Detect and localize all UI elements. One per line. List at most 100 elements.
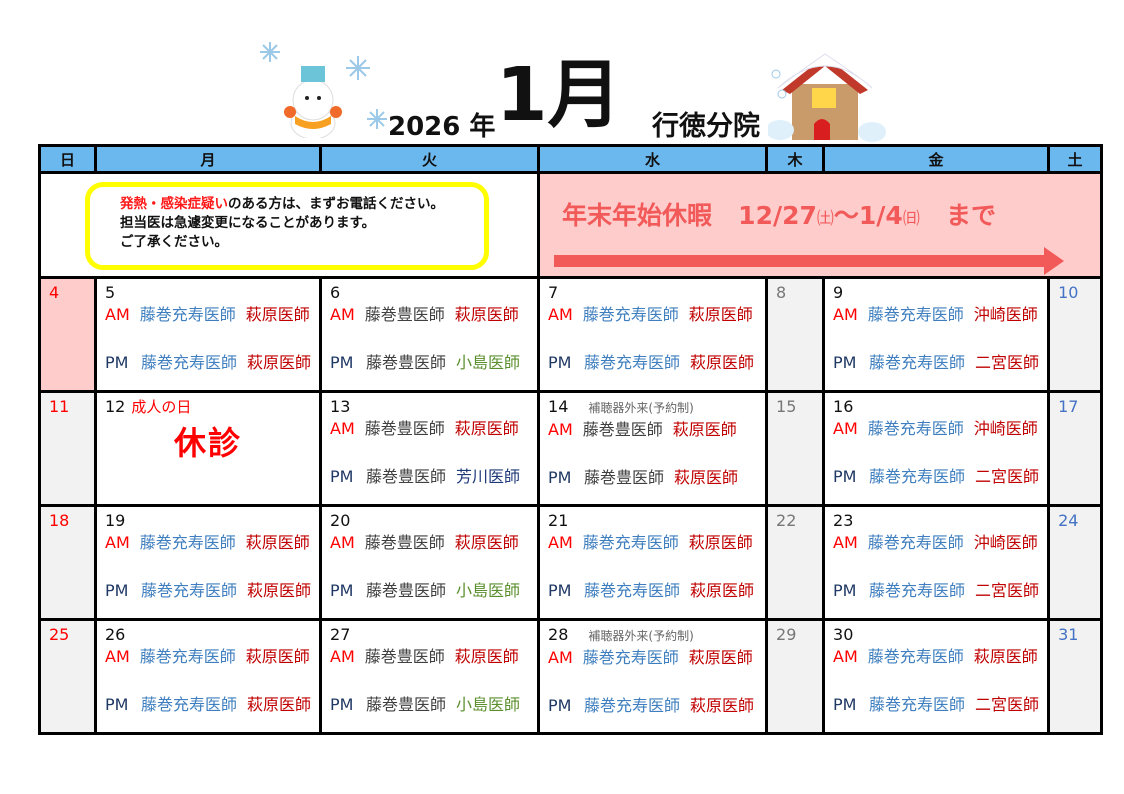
pm-label: PM	[330, 467, 354, 486]
am-label: AM	[105, 305, 130, 324]
pm-shift: PM 藤巻充寿医師 二宮医師	[833, 694, 1039, 716]
day-cell: 27 AM 藤巻豊医師 萩原医師 PM 藤巻豊医師 小島医師	[319, 618, 541, 735]
week-row: 18 19 AM 藤巻充寿医師 萩原医師 PM 藤巻充寿医師 萩原医師 20 AM 藤巻豊医師 萩原医…	[38, 504, 1104, 621]
doctor-name: 萩原医師	[454, 533, 519, 552]
day-header: 5	[105, 282, 311, 304]
day-number: 19	[105, 511, 126, 530]
doctor-name: 藤巻充寿医師	[869, 695, 966, 714]
holiday-banner-text: 年末年始休暇 12/27㈯～1/4㈰ まで	[562, 196, 996, 232]
day-number: 17	[1058, 397, 1079, 416]
pm-label: PM	[548, 468, 572, 487]
pm-shift: PM 藤巻豊医師 小島医師	[330, 580, 529, 602]
notice-line2: 担当医は急遽変更になることがあります。	[120, 215, 376, 231]
day-number: 14	[548, 397, 569, 416]
weekday-header: 金	[822, 144, 1051, 174]
day-number: 26	[105, 625, 126, 644]
notice-box: 発熱・感染症疑いのある方は、まずお電話ください。 担当医は急遽変更になることがあ…	[85, 182, 489, 270]
holiday-banner: 年末年始休暇 12/27㈯～1/4㈰ まで	[537, 171, 1104, 279]
day-number: 9	[833, 283, 844, 302]
holiday-until: まで	[945, 201, 996, 230]
arrow-right-icon	[554, 247, 1065, 275]
day-cell: 12 成人の日 休診	[93, 390, 323, 507]
pm-shift: PM 藤巻充寿医師 萩原医師	[548, 580, 757, 602]
day-header: 20	[330, 510, 529, 532]
day-header: 16	[833, 396, 1039, 418]
snowman-illustration	[260, 42, 370, 138]
day-number: 8	[776, 283, 787, 302]
day-number: 16	[833, 397, 854, 416]
day-number: 18	[49, 511, 70, 530]
am-label: AM	[548, 420, 573, 439]
holiday-name: 成人の日	[131, 398, 192, 416]
day-cell: 7 AM 藤巻充寿医師 萩原医師 PM 藤巻充寿医師 萩原医師	[537, 276, 769, 393]
am-shift: AM 藤巻充寿医師 萩原医師	[833, 646, 1038, 668]
notice-row: 発熱・感染症疑いのある方は、まずお電話ください。 担当医は急遽変更になることがあ…	[37, 171, 1104, 279]
pm-label: PM	[105, 581, 129, 600]
day-number: 21	[548, 511, 569, 530]
pm-label: PM	[548, 696, 572, 715]
day-cell: 5 AM 藤巻充寿医師 萩原医師 PM 藤巻充寿医師 萩原医師	[93, 276, 323, 393]
doctor-name: 藤巻充寿医師	[139, 305, 236, 324]
pm-label: PM	[548, 581, 572, 600]
doctor-name: 藤巻豊医師	[366, 695, 447, 714]
day-header: 6	[330, 282, 529, 304]
thursday-cell: 15	[765, 390, 826, 507]
doctor-name: 藤巻充寿医師	[867, 419, 964, 438]
doctor-name: 藤巻豊医師	[366, 581, 447, 600]
week-row: 11 12 成人の日 休診 13 AM 藤巻豊医師 萩原医師 PM 藤巻豊医師 芳川医師 14 補聴器外…	[38, 390, 1104, 507]
am-label: AM	[548, 305, 573, 324]
notice-line3: ご了承ください。	[120, 234, 228, 250]
day-number: 23	[833, 511, 854, 530]
pm-label: PM	[330, 581, 354, 600]
doctor-name: 萩原医師	[245, 533, 310, 552]
day-note: 補聴器外来(予約制)	[588, 629, 694, 643]
pm-label: PM	[833, 353, 857, 372]
notice-line1: のある方は、まずお電話ください。	[228, 196, 444, 212]
doctor-name: 萩原医師	[247, 353, 312, 372]
doctor-name: 萩原医師	[245, 647, 310, 666]
doctor-name: 二宮医師	[975, 467, 1040, 486]
weekday-header: 火	[319, 144, 541, 174]
closed-label: 休診	[174, 424, 243, 462]
thursday-cell: 8	[765, 276, 826, 393]
week-row: 4 5 AM 藤巻充寿医師 萩原医師 PM 藤巻充寿医師 萩原医師 6 AM 藤巻豊医師 萩原医師 PM…	[38, 276, 1104, 393]
am-label: AM	[330, 419, 355, 438]
doctor-name: 萩原医師	[688, 533, 753, 552]
doctor-name: 萩原医師	[688, 305, 753, 324]
am-label: AM	[548, 648, 573, 667]
saturday-cell: 17	[1047, 390, 1104, 507]
am-shift: AM 藤巻豊医師 萩原医師	[548, 419, 737, 441]
day-number: 5	[105, 283, 116, 302]
title-branch: 行徳分院	[652, 111, 760, 142]
day-cell: 13 AM 藤巻豊医師 萩原医師 PM 藤巻豊医師 芳川医師	[319, 390, 541, 507]
snowflake-icon	[346, 56, 370, 80]
doctor-name: 藤巻豊医師	[366, 353, 447, 372]
day-number: 28	[548, 625, 569, 644]
am-label: AM	[833, 647, 858, 666]
doctor-name: 萩原医師	[672, 420, 737, 439]
doctor-name: 藤巻充寿医師	[869, 581, 966, 600]
pm-shift: PM 藤巻充寿医師 二宮医師	[833, 466, 1039, 488]
pm-shift: PM 藤巻豊医師 小島医師	[330, 352, 529, 374]
pm-label: PM	[833, 695, 857, 714]
weekday-header-row: 日月火水木金土	[38, 144, 1104, 174]
doctor-name: 芳川医師	[456, 467, 521, 486]
pm-shift: PM 藤巻充寿医師 萩原医師	[105, 352, 311, 374]
doctor-name: 萩原医師	[454, 647, 519, 666]
am-label: AM	[833, 533, 858, 552]
sunday-cell: 4	[38, 276, 97, 393]
day-header: 7	[548, 282, 757, 304]
doctor-name: 小島医師	[456, 581, 521, 600]
doctor-name: 沖崎医師	[973, 419, 1038, 438]
doctor-name: 藤巻充寿医師	[141, 353, 238, 372]
am-shift: AM 藤巻充寿医師 萩原医師	[105, 304, 310, 326]
weekday-header: 木	[765, 144, 826, 174]
day-number: 6	[330, 283, 341, 302]
am-label: AM	[330, 533, 355, 552]
am-label: AM	[833, 305, 858, 324]
doctor-name: 藤巻充寿医師	[867, 533, 964, 552]
day-number: 20	[330, 511, 351, 530]
am-shift: AM 藤巻充寿医師 萩原医師	[548, 647, 753, 669]
doctor-name: 二宮医師	[975, 353, 1040, 372]
saturday-cell: 31	[1047, 618, 1104, 735]
